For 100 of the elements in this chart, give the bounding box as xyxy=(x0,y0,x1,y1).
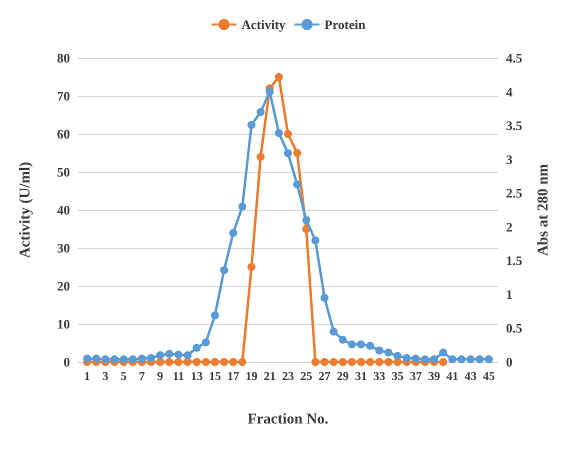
x-tick-label: 41 xyxy=(446,369,458,383)
point xyxy=(184,358,192,366)
point xyxy=(138,354,146,363)
legend-label: Activity xyxy=(242,17,286,32)
point xyxy=(165,350,174,358)
point xyxy=(366,342,374,350)
point xyxy=(439,348,448,357)
point xyxy=(420,355,429,364)
point xyxy=(274,128,283,137)
x-tick-label: 31 xyxy=(355,369,368,383)
point xyxy=(484,355,493,364)
y2-tick-label: 0 xyxy=(506,354,512,370)
x-tick-label: 33 xyxy=(373,369,386,383)
y2-tick-label: 1 xyxy=(506,286,512,302)
x-tick-label: 1 xyxy=(84,369,90,383)
point xyxy=(192,344,201,352)
point xyxy=(128,355,137,364)
y2-tick-label: 4.5 xyxy=(506,50,523,66)
point xyxy=(302,216,310,224)
point xyxy=(202,358,210,366)
y-tick-label: 10 xyxy=(57,316,70,332)
point xyxy=(457,355,466,364)
point xyxy=(238,358,246,366)
x-tick-label: 29 xyxy=(336,369,349,383)
point xyxy=(256,108,265,116)
y2-tick-label: 1.5 xyxy=(506,253,523,268)
y2-tick-label: 3 xyxy=(506,152,513,167)
point xyxy=(184,351,192,360)
y2-tick-label: 2 xyxy=(506,219,512,234)
y-tick-label: 50 xyxy=(57,164,70,180)
point xyxy=(320,294,329,302)
y2-axis-title: Abs at 280 nm xyxy=(536,163,552,256)
point xyxy=(247,263,256,271)
x-tick-label: 25 xyxy=(300,369,312,383)
point xyxy=(402,354,411,362)
point xyxy=(210,311,219,320)
y2-tick-label: 3.5 xyxy=(506,118,523,134)
point xyxy=(338,336,347,344)
point xyxy=(348,358,356,366)
point xyxy=(266,88,274,96)
y-tick-label: 70 xyxy=(57,88,70,104)
point xyxy=(83,354,92,363)
point xyxy=(274,73,283,81)
point xyxy=(448,355,456,364)
y2-tick-label: 0.5 xyxy=(506,320,523,336)
x-tick-label: 17 xyxy=(227,369,240,383)
point xyxy=(476,355,484,364)
point xyxy=(247,120,256,129)
point xyxy=(384,348,392,357)
x-tick-label: 5 xyxy=(120,369,127,383)
point xyxy=(147,354,156,362)
x-tick-label: 3 xyxy=(102,369,108,383)
x-tick-label: 7 xyxy=(138,369,145,383)
point xyxy=(439,358,448,366)
point xyxy=(110,355,119,364)
x-tick-label: 23 xyxy=(282,369,294,383)
point xyxy=(284,149,292,158)
point xyxy=(375,358,384,366)
point xyxy=(192,358,201,366)
point xyxy=(430,355,438,364)
point xyxy=(256,152,265,161)
point xyxy=(412,354,420,363)
x-tick-label: 35 xyxy=(392,369,404,383)
x-tick-label: 13 xyxy=(190,369,203,383)
point xyxy=(466,355,475,364)
point xyxy=(174,358,182,366)
y-tick-label: 0 xyxy=(64,354,70,370)
x-tick-label: 39 xyxy=(428,369,440,383)
point xyxy=(311,236,320,244)
y-axis-title: Activity (U/ml) xyxy=(18,162,34,258)
point xyxy=(330,358,338,366)
y-tick-label: 30 xyxy=(57,240,70,256)
point xyxy=(92,354,100,363)
point xyxy=(366,358,374,366)
point xyxy=(338,358,347,366)
point xyxy=(357,340,366,348)
x-tick-label: 19 xyxy=(245,369,258,383)
point xyxy=(375,346,384,355)
x-axis-title: Fraction No. xyxy=(248,412,329,428)
point xyxy=(165,358,174,366)
point xyxy=(394,352,402,360)
point xyxy=(156,351,164,360)
y-tick-label: 60 xyxy=(57,126,70,142)
x-tick-label: 11 xyxy=(172,369,184,383)
point xyxy=(238,202,246,211)
point xyxy=(293,180,302,188)
point xyxy=(229,358,238,366)
y-tick-label: 40 xyxy=(57,202,70,218)
point xyxy=(384,358,392,366)
point xyxy=(293,149,302,157)
point xyxy=(348,340,356,348)
point xyxy=(220,266,228,274)
point xyxy=(156,358,164,366)
point xyxy=(320,358,329,366)
point xyxy=(174,350,182,359)
x-tick-label: 21 xyxy=(264,369,276,383)
y-tick-label: 80 xyxy=(57,50,70,66)
point xyxy=(101,355,110,364)
y2-tick-label: 2.5 xyxy=(506,186,523,201)
point xyxy=(357,358,366,366)
